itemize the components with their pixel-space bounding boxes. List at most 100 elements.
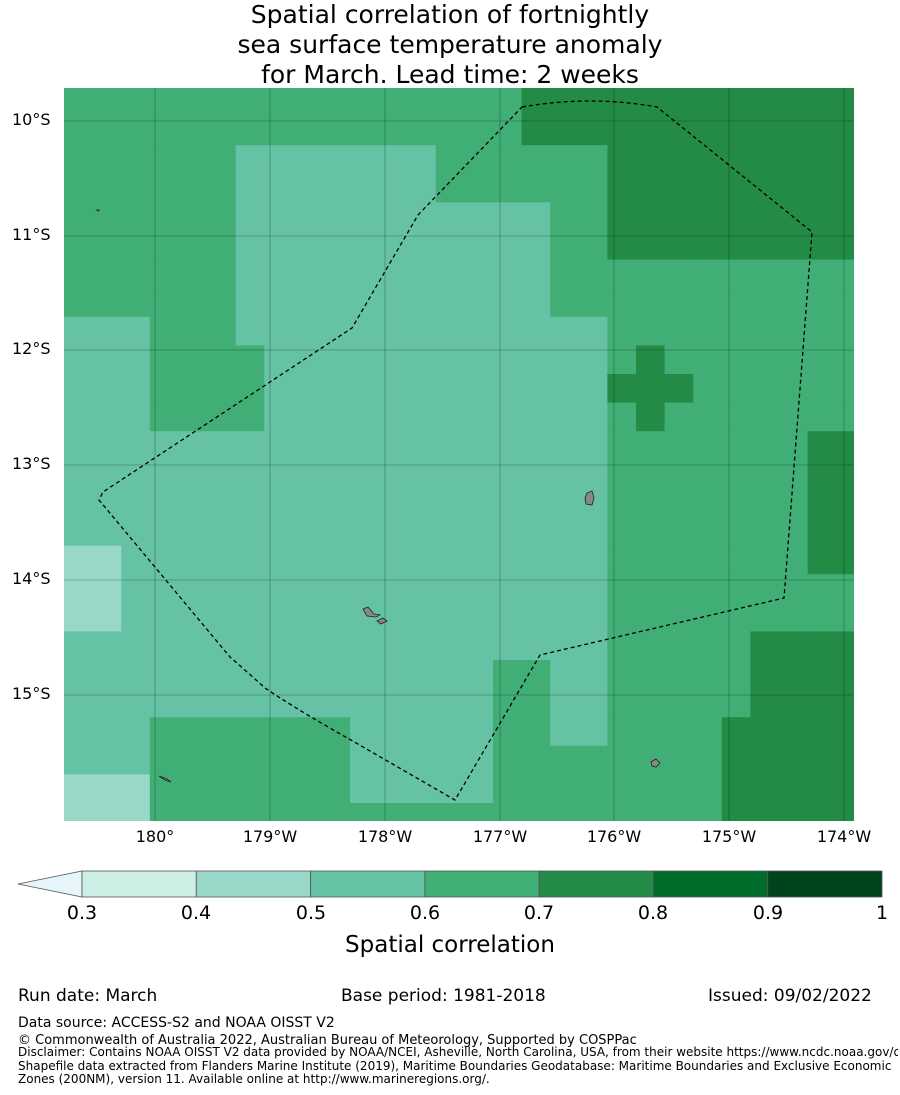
lat-label-15s: 15°S <box>12 684 51 703</box>
grid-cell <box>721 574 751 604</box>
grid-cell <box>550 631 580 661</box>
grid-cell <box>64 231 94 261</box>
grid-cell <box>235 345 265 375</box>
grid-cell <box>235 774 265 804</box>
grid-cell <box>521 660 551 690</box>
grid-cell <box>664 431 694 461</box>
grid-cell <box>550 145 580 175</box>
grid-cell <box>149 316 179 346</box>
grid-cell <box>807 574 837 604</box>
grid-cell <box>578 545 608 575</box>
grid-cell <box>578 345 608 375</box>
grid-cell <box>578 374 608 404</box>
grid-cell <box>493 660 523 690</box>
grid-cell <box>235 259 265 289</box>
grid-cell <box>435 288 465 318</box>
grid-cell <box>807 488 837 518</box>
grid-cell <box>693 88 723 118</box>
grid-cell <box>607 173 637 203</box>
grid-cell <box>836 717 854 747</box>
grid-cell <box>321 288 351 318</box>
grid-cell <box>350 402 380 432</box>
grid-cell <box>92 745 122 775</box>
grid-cell <box>464 88 494 118</box>
grid-cell <box>578 431 608 461</box>
grid-cell <box>636 402 666 432</box>
grid-cell <box>636 660 666 690</box>
grid-cell <box>664 459 694 489</box>
grid-cell <box>807 745 837 775</box>
grid-cell <box>550 374 580 404</box>
grid-cell <box>264 374 294 404</box>
grid-cell <box>235 145 265 175</box>
grid-cell <box>693 202 723 232</box>
grid-cell <box>407 316 437 346</box>
grid-cell <box>207 774 237 804</box>
grid-cell <box>435 745 465 775</box>
grid-cell <box>121 488 151 518</box>
grid-cell <box>493 774 523 804</box>
eez-boundary <box>98 100 813 801</box>
grid-cell <box>264 259 294 289</box>
grid-cell <box>636 602 666 632</box>
grid-cell <box>235 173 265 203</box>
grid-cell <box>264 660 294 690</box>
grid-cell <box>464 688 494 718</box>
grid-cell <box>836 545 854 575</box>
grid-cell <box>578 774 608 804</box>
grid-cell <box>350 602 380 632</box>
grid-cell <box>407 717 437 747</box>
grid-cell <box>779 745 809 775</box>
grid-cell <box>292 288 322 318</box>
grid-cell <box>607 145 637 175</box>
grid-cell <box>693 803 723 821</box>
grid-cell <box>292 402 322 432</box>
grid-cell <box>378 717 408 747</box>
grid-cell <box>550 774 580 804</box>
grid-cell <box>321 545 351 575</box>
grid-cell <box>321 574 351 604</box>
grid-cell <box>350 745 380 775</box>
grid-cell <box>435 88 465 118</box>
grid-cell <box>578 173 608 203</box>
grid-cell <box>292 574 322 604</box>
grid-cell <box>378 231 408 261</box>
grid-cell <box>836 631 854 661</box>
grid-cell <box>350 574 380 604</box>
colorbar-tick-0-3: 0.3 <box>66 902 98 924</box>
grid-cell <box>521 231 551 261</box>
copyright: © Commonwealth of Australia 2022, Austra… <box>18 1033 637 1048</box>
grid-cell <box>607 231 637 261</box>
grid-cell <box>92 774 122 804</box>
grid-cell <box>521 288 551 318</box>
grid-cell <box>521 631 551 661</box>
grid-cell <box>321 631 351 661</box>
grid-cell <box>521 173 551 203</box>
grid-cell <box>664 259 694 289</box>
grid-cell <box>521 517 551 547</box>
grid-cell <box>64 631 94 661</box>
grid-cell <box>664 88 694 118</box>
grid-cell <box>64 459 94 489</box>
grid-cell <box>636 631 666 661</box>
grid-cell <box>550 688 580 718</box>
grid-cell <box>92 688 122 718</box>
colorbar-segment <box>310 870 426 898</box>
grid-cell <box>378 631 408 661</box>
grid-cell <box>836 488 854 518</box>
grid-cell <box>378 288 408 318</box>
grid-cell <box>750 116 780 146</box>
grid-cell <box>636 145 666 175</box>
grid-cell <box>350 803 380 821</box>
grid-cell <box>92 202 122 232</box>
grid-cell <box>350 145 380 175</box>
grid-cell <box>493 545 523 575</box>
issued-date: Issued: 09/02/2022 <box>708 986 872 1006</box>
grid-cell <box>521 488 551 518</box>
grid-cell <box>493 259 523 289</box>
grid-cell <box>578 288 608 318</box>
grid-cell <box>321 488 351 518</box>
grid-cell <box>178 231 208 261</box>
grid-cell <box>207 688 237 718</box>
grid-cell <box>235 431 265 461</box>
